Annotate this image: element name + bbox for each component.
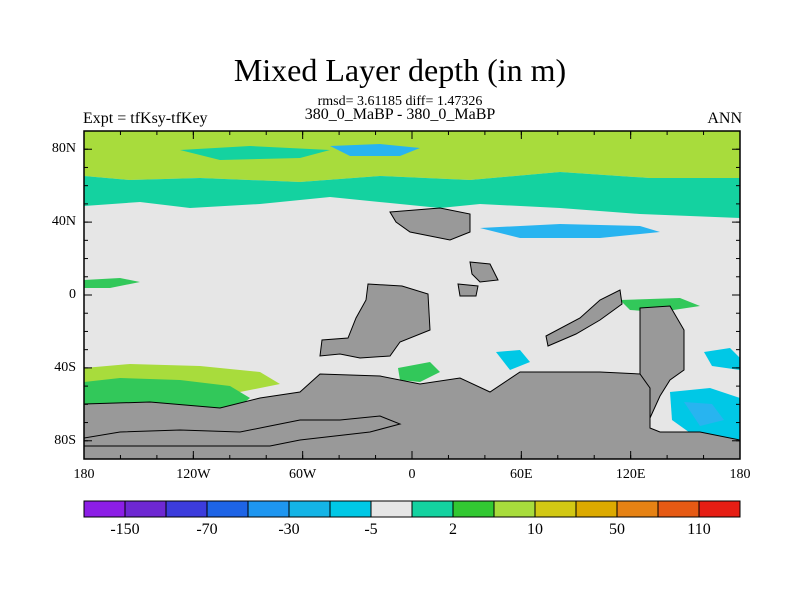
plot-title: Mixed Layer depth (in m) <box>233 52 567 88</box>
contour-fill-se-pac <box>704 348 740 370</box>
x-tick-label: 180 <box>73 467 95 482</box>
colorbar-label: 110 <box>687 521 711 538</box>
contour-fill-north-light <box>84 131 740 182</box>
colorbar-label: -5 <box>364 521 378 538</box>
colorbar-label: -150 <box>110 521 140 538</box>
y-tick-label: 80S <box>54 432 76 448</box>
contour-fill-southatl <box>398 362 440 382</box>
colorbar-swatch <box>288 500 331 518</box>
colorbar-swatch <box>329 500 372 518</box>
land-africa-america <box>319 283 431 359</box>
colorbar-swatch <box>124 500 167 518</box>
colorbar-label: 10 <box>527 521 543 538</box>
tick-layer <box>83 130 741 460</box>
y-tick-label: 40N <box>51 214 76 230</box>
colorbar-swatch <box>493 500 536 518</box>
land-small-isle-2 <box>457 283 479 297</box>
contour-fill-southindian <box>496 350 530 370</box>
colorbar-swatch <box>534 500 577 518</box>
colorbar-swatch <box>83 500 126 518</box>
land-small-isle-1 <box>469 261 499 283</box>
contour-fill-east-dark <box>684 402 724 426</box>
x-tick-label: 0 <box>408 467 416 482</box>
x-tick-label: 60E <box>510 467 533 482</box>
land-maritime-arc <box>545 289 623 347</box>
x-tick-label: 120E <box>615 467 646 482</box>
colorbar-swatch <box>616 500 659 518</box>
colorbar-swatch <box>452 500 495 518</box>
colorbar-swatch <box>575 500 618 518</box>
land-southern-continent <box>83 371 741 460</box>
season-label: ANN <box>707 110 742 127</box>
colorbar-swatch <box>657 500 700 518</box>
x-tick-label: 120W <box>176 467 211 482</box>
y-tick-label: 0 <box>69 287 76 302</box>
colorbar-label: -30 <box>278 521 300 538</box>
colorbar-swatch <box>206 500 249 518</box>
colorbar-label: -70 <box>196 521 218 538</box>
colorbar-swatch <box>698 500 741 518</box>
land-layer <box>83 207 741 460</box>
contour-fill-north-green <box>84 172 740 218</box>
x-tick-label: 60W <box>289 467 317 482</box>
colorbar-swatch <box>165 500 208 518</box>
experiment-label: Expt = tfKsy-tfKey <box>83 110 208 127</box>
land-eurasia-north <box>389 207 471 241</box>
contour-fill-north-cyan <box>180 146 330 160</box>
colorbar-swatch <box>247 500 290 518</box>
case-label: 380_0_MaBP - 380_0_MaBP <box>304 106 496 123</box>
colorbar-swatch <box>370 500 413 518</box>
colorbar-label: 2 <box>449 521 457 538</box>
y-tick-label: 80N <box>51 141 76 157</box>
contour-fill-north-arctic <box>330 144 420 156</box>
rmsd-diff-text: rmsd= 3.61185 diff= 1.47326 <box>317 94 483 109</box>
colorbar-swatch <box>411 500 454 518</box>
colorbar <box>83 500 741 518</box>
colorbar-label: 50 <box>609 521 625 538</box>
x-tick-label: 180 <box>729 467 751 482</box>
contour-fill-equatorial <box>84 278 140 288</box>
contour-fill-north-pacific <box>480 224 660 238</box>
y-tick-label: 40S <box>54 359 76 375</box>
